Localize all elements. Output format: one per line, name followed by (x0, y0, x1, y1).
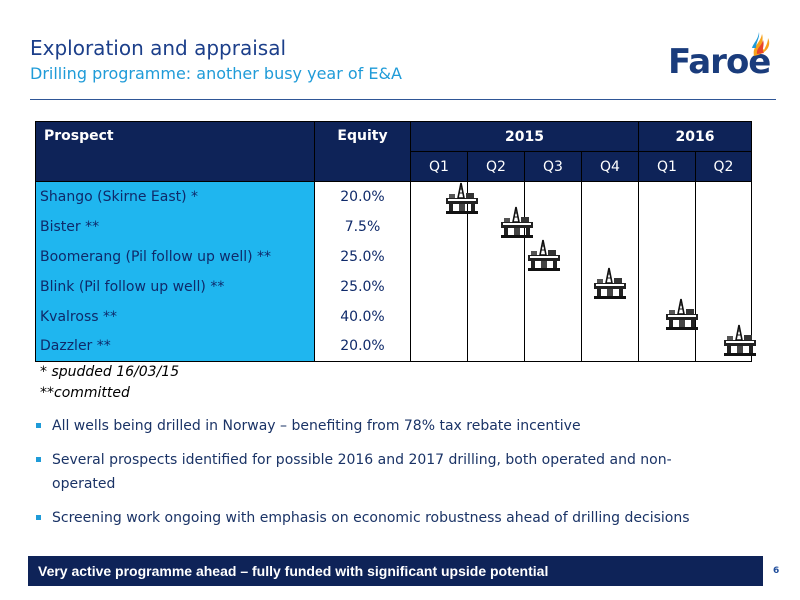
header-equity: Equity (314, 121, 411, 182)
equity-value: 40.0% (314, 301, 411, 332)
bullet-item: Several prospects identified for possibl… (36, 448, 692, 496)
header-quarter: Q2 (467, 151, 525, 182)
equity-value: 20.0% (314, 331, 411, 362)
prospect-name: Shango (Skirne East) * (35, 181, 315, 212)
header-quarter: Q1 (410, 151, 468, 182)
drilling-schedule-table: Prospect Equity 2015 2016 Q1 Q2 Q3 Q4 Q1… (35, 121, 752, 362)
prospect-name: Blink (Pil follow up well) ** (35, 271, 315, 302)
page-title: Exploration and appraisal (30, 36, 287, 60)
table-row: Boomerang (Pil follow up well) ** 25.0% (35, 241, 752, 272)
header-quarter: Q3 (524, 151, 582, 182)
table-row: Dazzler ** 20.0% (35, 331, 752, 362)
header-year-2015: 2015 (410, 121, 639, 152)
drilling-rig-icon (664, 297, 700, 331)
header-quarter: Q4 (581, 151, 639, 182)
drilling-rig-icon (722, 323, 758, 357)
equity-value: 25.0% (314, 241, 411, 272)
footnote-spudded: * spudded 16/03/15 (40, 364, 180, 380)
flame-icon (752, 32, 770, 56)
header-quarter: Q1 (638, 151, 696, 182)
prospect-name: Dazzler ** (35, 331, 315, 362)
bullet-item: Screening work ongoing with emphasis on … (36, 506, 756, 530)
header-year-2016: 2016 (638, 121, 752, 152)
table-row: Shango (Skirne East) * 20.0% (35, 181, 752, 212)
drilling-rig-icon (526, 238, 562, 272)
header-prospect: Prospect (35, 121, 315, 182)
prospect-name: Bister ** (35, 211, 315, 242)
prospect-name: Kvalross ** (35, 301, 315, 332)
prospect-name: Boomerang (Pil follow up well) ** (35, 241, 315, 272)
page-number: 6 (773, 566, 780, 576)
header-divider (30, 99, 776, 100)
footnote-committed: **committed (40, 385, 130, 401)
page-subtitle: Drilling programme: another busy year of… (30, 64, 402, 83)
drilling-rig-icon (499, 205, 535, 239)
table-row: Blink (Pil follow up well) ** 25.0% (35, 271, 752, 302)
drilling-rig-icon (444, 181, 480, 215)
bullet-item: All wells being drilled in Norway – bene… (36, 414, 756, 438)
drilling-rig-icon (592, 266, 628, 300)
company-logo: Faroe (668, 28, 772, 84)
logo-text: Faroe (668, 42, 771, 82)
equity-value: 20.0% (314, 181, 411, 212)
equity-value: 7.5% (314, 211, 411, 242)
equity-value: 25.0% (314, 271, 411, 302)
summary-banner: Very active programme ahead – fully fund… (28, 556, 763, 586)
header-quarter: Q2 (695, 151, 752, 182)
table-row: Bister ** 7.5% (35, 211, 752, 242)
table-row: Kvalross ** 40.0% (35, 301, 752, 332)
bullet-list: All wells being drilled in Norway – bene… (36, 414, 756, 540)
